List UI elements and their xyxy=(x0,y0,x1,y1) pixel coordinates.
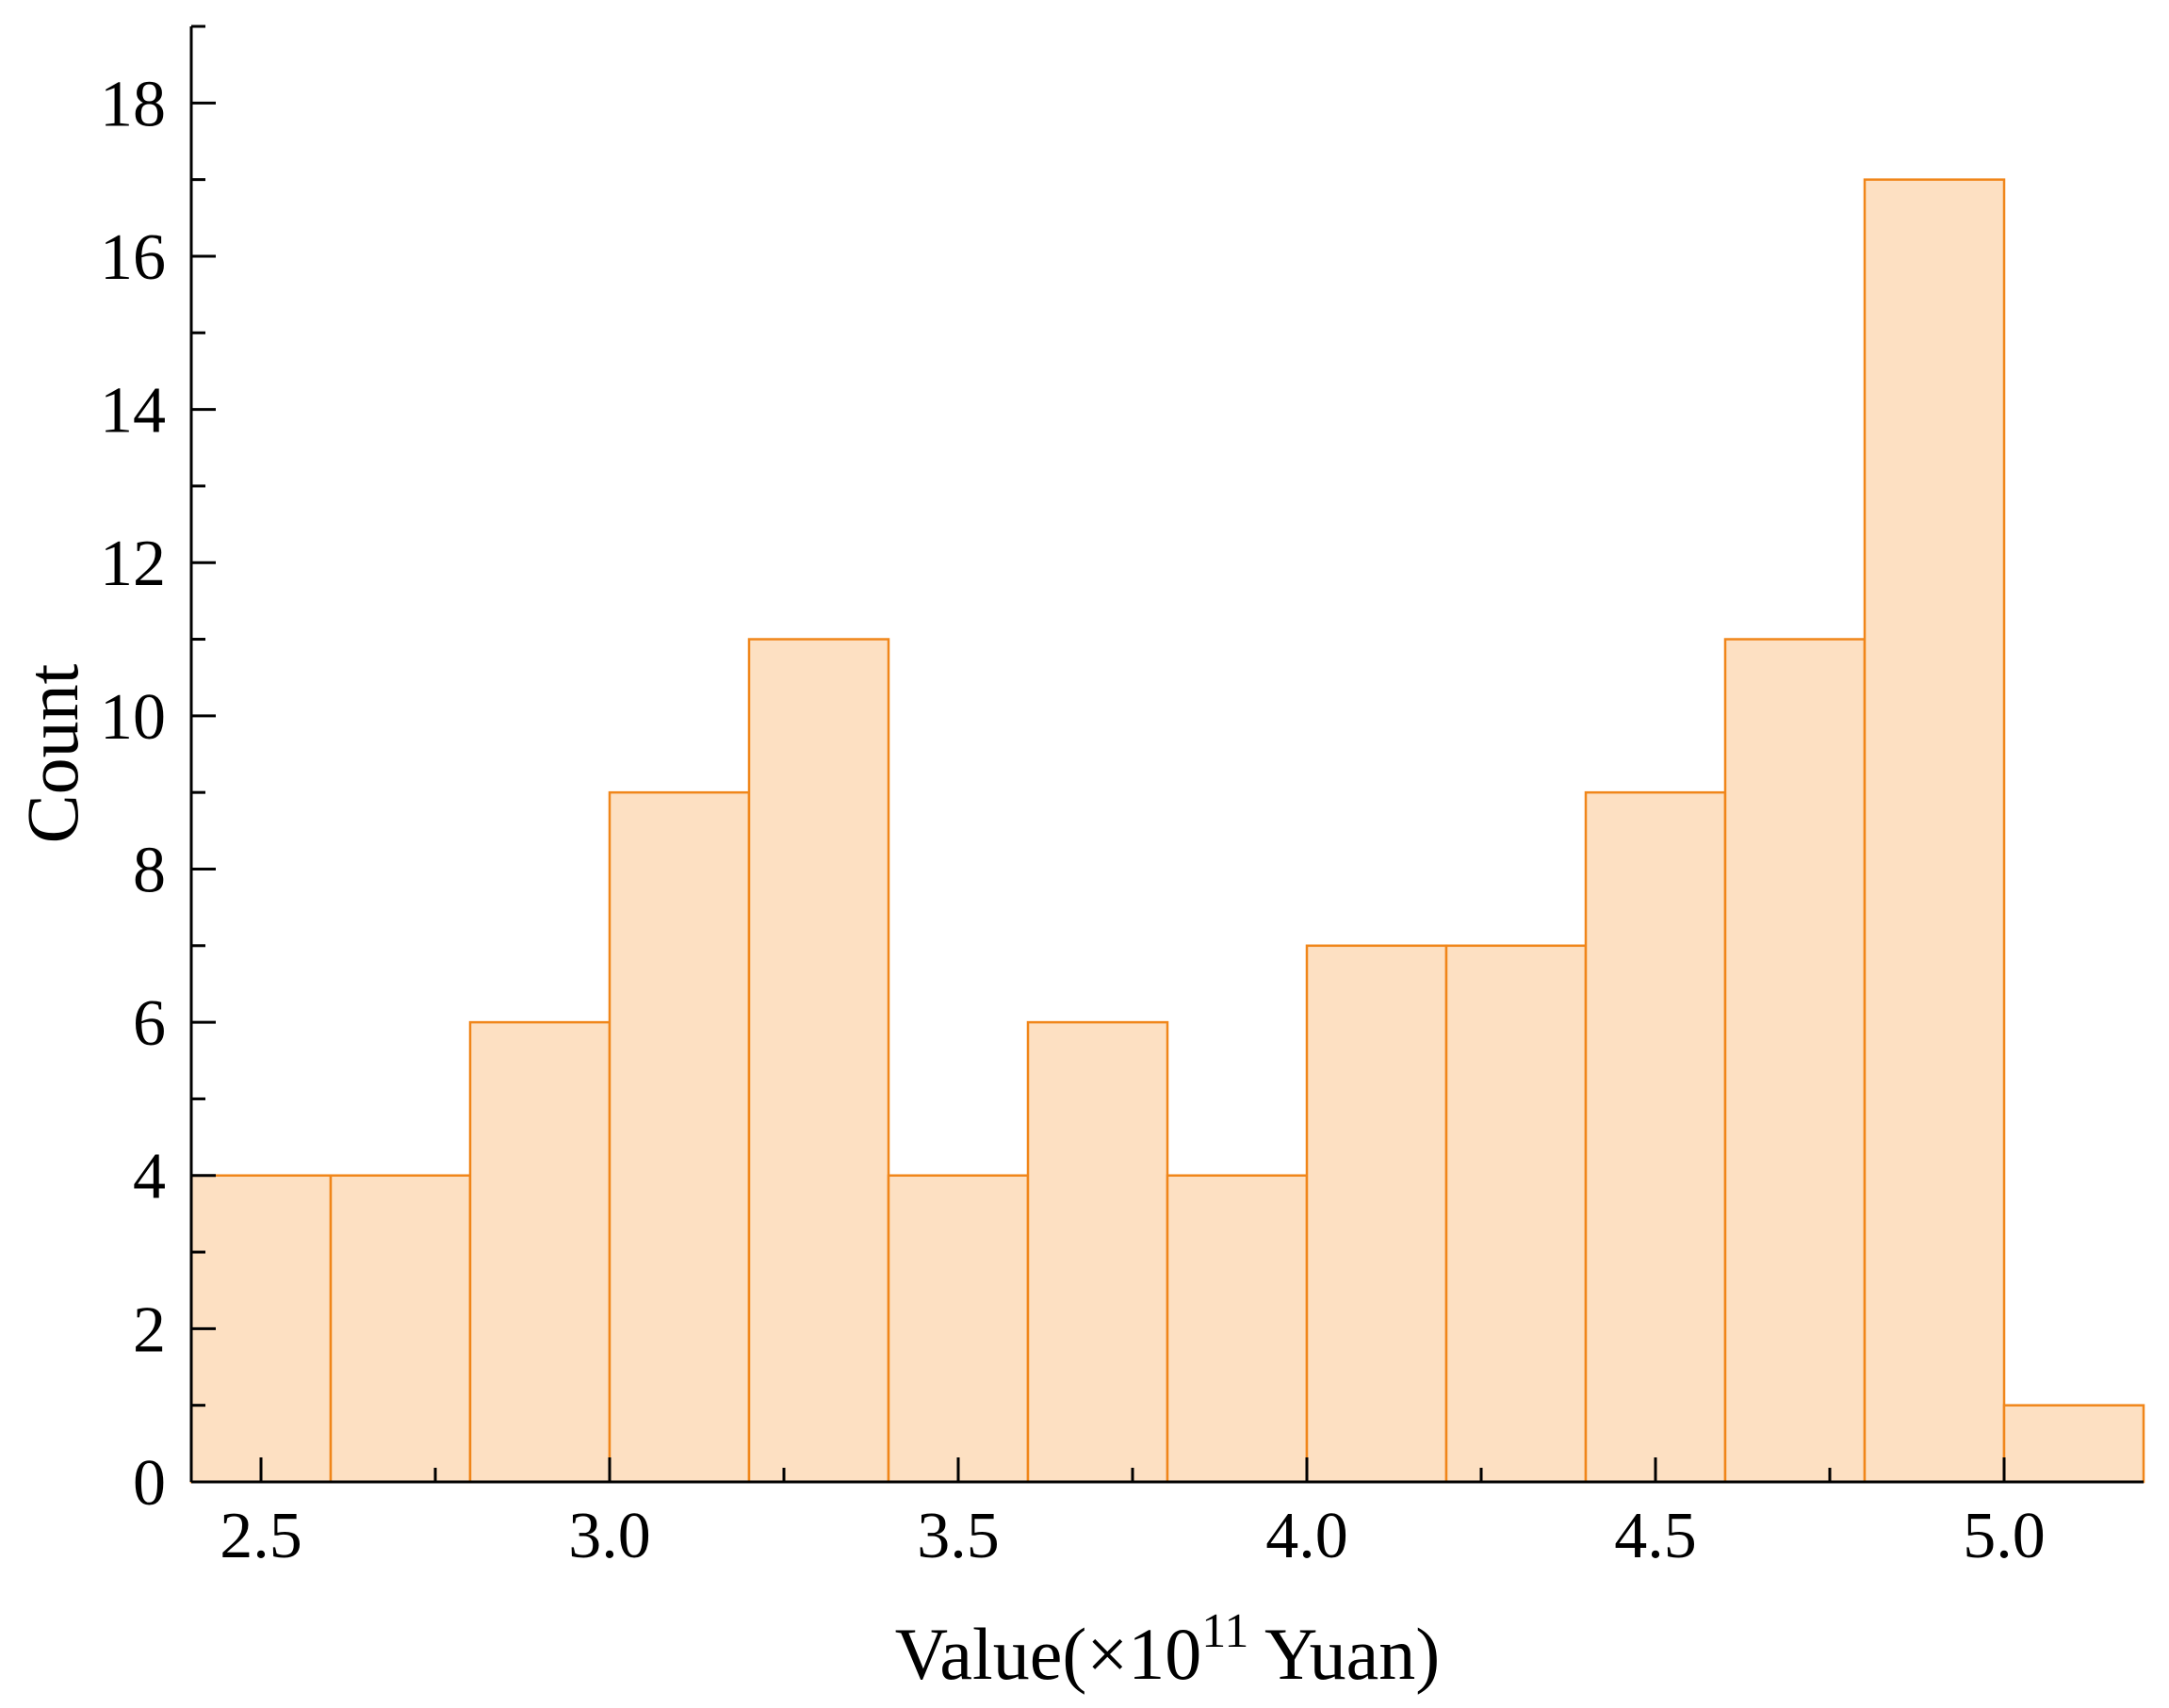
x-tick-label: 4.5 xyxy=(1614,1500,1697,1572)
y-tick-label: 8 xyxy=(133,834,166,906)
histogram-bar xyxy=(608,790,751,1484)
histogram-bar xyxy=(468,1020,612,1484)
tick-labels-layer: 2.5 3.0 3.5 4.0 4.5 5.0 0 2 4 6 8 10 12 14 16 18 xyxy=(100,68,2046,1572)
histogram-bar xyxy=(1863,178,2006,1484)
axes-layer xyxy=(189,26,2144,1484)
histogram-bar xyxy=(1723,638,1867,1484)
y-tick-label: 18 xyxy=(100,68,166,140)
y-tick-label: 16 xyxy=(100,221,166,294)
histogram-bar xyxy=(1166,1174,1309,1484)
x-tick-label: 2.5 xyxy=(220,1500,302,1572)
histogram-bar xyxy=(747,638,890,1484)
histogram-bar xyxy=(2002,1404,2145,1484)
histogram-bar xyxy=(1026,1020,1169,1484)
histogram-bar xyxy=(1305,944,1448,1484)
x-tick-label: 3.5 xyxy=(917,1500,1000,1572)
y-tick-label: 0 xyxy=(133,1447,166,1520)
y-tick-label: 14 xyxy=(100,375,166,447)
y-axis-title: Count xyxy=(11,663,93,843)
x-tick-label: 5.0 xyxy=(1963,1500,2046,1572)
y-tick-label: 4 xyxy=(133,1141,166,1213)
histogram-bar xyxy=(1444,944,1588,1484)
x-tick-label: 4.0 xyxy=(1265,1500,1348,1572)
histogram-bar xyxy=(1584,790,1727,1484)
y-tick-label: 10 xyxy=(100,681,166,754)
x-axis-title: Value(×1011 Yuan) xyxy=(895,1604,1441,1695)
y-tick-label: 12 xyxy=(100,528,166,600)
y-tick-label: 6 xyxy=(133,987,166,1060)
x-tick-label: 3.0 xyxy=(568,1500,651,1572)
bars-layer xyxy=(189,178,2145,1484)
histogram-bar xyxy=(329,1174,472,1484)
y-tick-label: 2 xyxy=(133,1293,166,1366)
histogram-bar xyxy=(887,1174,1030,1484)
ticks-layer xyxy=(191,24,2006,1484)
